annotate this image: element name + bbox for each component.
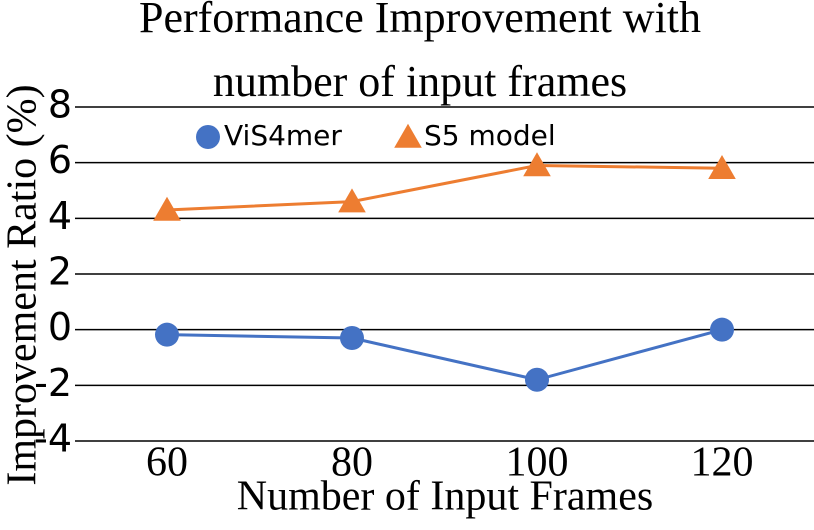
y-tick-label: 8 xyxy=(48,83,72,127)
y-tick-label: 4 xyxy=(48,194,72,238)
legend-marker xyxy=(196,125,220,149)
legend-label: ViS4mer xyxy=(224,119,342,152)
point xyxy=(340,326,364,351)
legend-label: S5 model xyxy=(424,119,556,152)
point xyxy=(710,317,734,342)
y-tick-label: 2 xyxy=(48,250,72,294)
x-axis-title: Number of Input Frames xyxy=(237,474,653,520)
chart-title: Performance Improvement with xyxy=(139,0,701,42)
y-tick-label: 0 xyxy=(48,305,72,349)
chart-title: number of input frames xyxy=(213,57,627,106)
x-tick-label: 80 xyxy=(331,440,373,486)
series-line xyxy=(166,328,723,382)
point xyxy=(708,155,736,180)
x-tick-label: 60 xyxy=(146,440,188,486)
legend-item: S5 model xyxy=(424,119,556,152)
point xyxy=(525,367,549,392)
legend-marker xyxy=(394,123,422,148)
point xyxy=(338,188,366,213)
y-tick-label: -4 xyxy=(34,417,72,461)
y-axis-title: Improvement Ratio (%) xyxy=(0,84,46,485)
point xyxy=(153,196,181,221)
series-line xyxy=(166,163,723,212)
x-tick-label: 100 xyxy=(506,440,569,486)
point xyxy=(523,152,551,177)
y-tick-label: 6 xyxy=(48,138,72,182)
x-tick-label: 120 xyxy=(691,440,754,486)
y-tick-label: -2 xyxy=(34,361,72,405)
point xyxy=(155,322,179,347)
legend-item: ViS4mer xyxy=(224,119,342,152)
